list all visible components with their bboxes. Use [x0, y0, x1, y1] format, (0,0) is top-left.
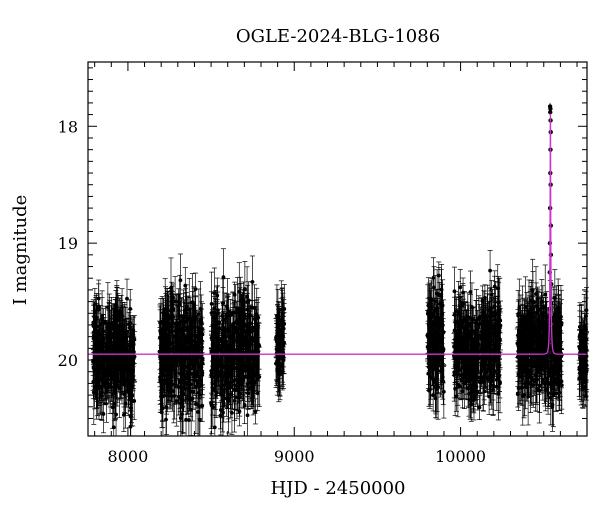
x-tick-label: 10000 — [435, 447, 486, 466]
data-point — [195, 382, 201, 436]
y-tick-label: 19 — [58, 234, 78, 253]
data-point — [108, 332, 114, 388]
data-point — [183, 337, 189, 396]
y-tick-label: 20 — [58, 351, 78, 370]
data-point — [126, 311, 132, 337]
data-point — [113, 321, 119, 383]
data-point — [181, 309, 187, 371]
chart-title: OGLE-2024-BLG-1086 — [236, 26, 440, 47]
data-point — [220, 248, 226, 306]
y-tick-label: 18 — [58, 117, 78, 136]
data-point — [96, 279, 102, 340]
data-point — [183, 396, 189, 436]
data-point — [127, 321, 133, 382]
data-point — [98, 305, 104, 344]
data-point — [94, 330, 100, 358]
data-point — [122, 302, 128, 362]
y-axis-ticks: 18 19 20 — [58, 67, 587, 419]
plot-area — [88, 102, 590, 437]
x-axis-label: HJD - 2450000 — [270, 478, 405, 499]
data-point — [199, 389, 205, 423]
data-point — [104, 323, 110, 388]
data-point — [182, 267, 188, 304]
x-tick-label: 9000 — [274, 447, 315, 466]
data-point — [99, 360, 105, 387]
data-point — [97, 357, 103, 400]
data-point — [107, 326, 113, 375]
data-point — [190, 379, 196, 405]
x-tick-label: 8000 — [108, 447, 149, 466]
y-axis-label: I magnitude — [10, 195, 31, 306]
data-point — [112, 315, 118, 378]
data-point — [111, 303, 117, 364]
data-point — [190, 375, 196, 422]
data-points — [90, 248, 590, 437]
data-point — [130, 354, 136, 387]
data-point — [124, 278, 130, 319]
data-point — [90, 364, 96, 400]
